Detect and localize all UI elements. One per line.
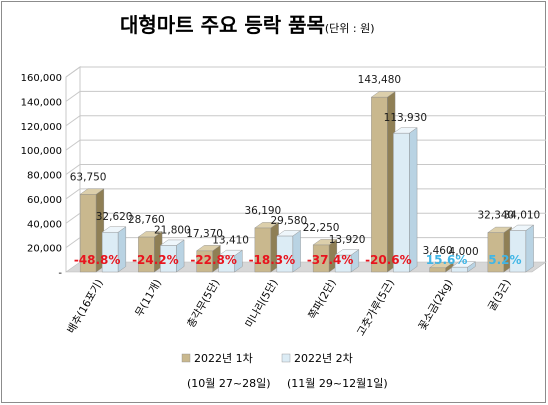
y-tick-label: 20,000 — [27, 244, 62, 255]
bar-series1-top — [312, 239, 338, 246]
bar-series1-top — [429, 262, 454, 268]
y-tick-label: 160,000 — [21, 73, 62, 84]
bar-series1 — [487, 226, 513, 273]
change-label: -48.8% — [74, 253, 121, 267]
legend: 2022년 1차 (10월 27~28일) 2022년 2차 (11월 29~12월1… — [181, 352, 388, 390]
bar-series2-side — [525, 224, 534, 273]
data-label-series1: 36,190 — [245, 205, 282, 217]
bar-series2 — [159, 239, 185, 273]
gridline — [65, 90, 546, 102]
bar-series1-front — [429, 267, 446, 273]
legend-period: (10월 27~28일) — [187, 376, 271, 390]
chart-title-main: 대형마트 주요 등락 품목 — [120, 13, 325, 37]
bar-series2-side — [409, 127, 418, 273]
change-label: -20.6% — [365, 253, 412, 267]
data-label-series1: 143,480 — [358, 74, 401, 86]
bar-series2 — [509, 224, 535, 273]
bar-series2-top — [392, 127, 418, 134]
x-tick-label: 쪽파(2단) — [306, 278, 338, 322]
bars-layer — [79, 91, 535, 273]
legend-label: 2022년 1차 — [194, 352, 253, 365]
bar-series1 — [254, 222, 280, 273]
bar-series2-top — [509, 224, 535, 231]
data-label-series1: 22,250 — [303, 222, 340, 234]
bar-series2 — [101, 226, 127, 273]
data-label-series2: 32,620 — [96, 211, 133, 223]
change-label: -18.3% — [249, 253, 296, 267]
data-label-series1: 32,340 — [478, 210, 515, 222]
legend-period: (11월 29~12월1일) — [287, 376, 388, 390]
legend-label: 2022년 2차 — [294, 352, 353, 365]
gridline — [65, 164, 546, 175]
change-label: -22.8% — [190, 253, 237, 267]
data-label-series2: 34,010 — [504, 210, 541, 222]
legend-swatch — [181, 353, 191, 363]
data-label-series2: 29,580 — [271, 215, 308, 227]
y-tick-label: 80,000 — [27, 171, 62, 182]
y-tick-label: 120,000 — [21, 122, 62, 133]
y-tick-label: 140,000 — [21, 97, 62, 108]
legend-swatch — [281, 353, 291, 363]
gridline — [65, 66, 546, 78]
x-tick-label: 무(11개) — [133, 278, 164, 319]
data-label-series2: 4,000 — [449, 246, 479, 258]
chart-unit: (단위 : 원) — [325, 22, 375, 35]
bar-series2-top — [334, 249, 360, 256]
gridline — [65, 139, 546, 151]
change-label: -24.2% — [132, 253, 179, 267]
y-tick-label: 100,000 — [21, 146, 62, 157]
change-label: 15.6% — [426, 253, 468, 267]
chart-title: 대형마트 주요 등락 품목(단위 : 원) — [120, 13, 375, 37]
change-label: 5.2% — [488, 253, 521, 267]
bar-series1-top — [137, 231, 163, 238]
bar-series1 — [79, 188, 105, 273]
bar-series2 — [451, 261, 476, 273]
bar-series1 — [370, 91, 396, 273]
x-tick-label: 총각무(5단) — [185, 278, 222, 330]
bar-series2 — [392, 127, 418, 273]
data-label-series2: 21,800 — [154, 224, 191, 236]
y-tick-label: 40,000 — [27, 219, 62, 230]
gridline — [65, 188, 546, 200]
bar-series2-top — [218, 249, 243, 256]
bar-series2-top — [451, 261, 476, 268]
bar-series1-top — [196, 245, 221, 252]
y-tick-label: - — [58, 268, 62, 279]
bar-series2 — [276, 230, 302, 273]
change-label: -37.4% — [307, 253, 354, 267]
bar-series2-top — [101, 226, 127, 233]
bar-series2-front — [393, 132, 410, 273]
x-tick-label: 고춧가루(5근) — [355, 278, 397, 339]
data-label-series1: 28,760 — [128, 214, 165, 226]
bar-series1 — [137, 231, 163, 273]
data-label-series2: 13,410 — [212, 235, 249, 247]
x-tick-label: 배추(16포기) — [65, 278, 105, 336]
x-tick-label: 미나리(5단) — [243, 278, 280, 330]
bar-series1 — [429, 261, 454, 273]
data-label-series1: 17,370 — [186, 228, 223, 240]
bar-series2 — [334, 249, 360, 273]
bar-series2-front — [451, 266, 468, 273]
bar-series1-top — [487, 226, 513, 233]
data-label-series2: 113,930 — [384, 112, 427, 124]
bar-series2-top — [276, 230, 302, 237]
data-label-series1: 63,750 — [70, 171, 107, 183]
y-tick-label: 60,000 — [27, 195, 62, 206]
bar-series1-top — [254, 222, 280, 229]
x-tick-label: 꽃소금(2kg) — [417, 278, 456, 333]
bar-series1-top — [79, 188, 105, 195]
bar-series1 — [196, 244, 221, 273]
bar-series2 — [218, 249, 243, 273]
x-tick-label: 굴(3근) — [486, 278, 513, 314]
data-label-series1: 3,460 — [423, 245, 453, 257]
bar-series1-top — [370, 91, 396, 98]
gridline — [65, 115, 546, 127]
bar-series2-top — [159, 239, 185, 246]
data-label-series2: 13,920 — [329, 234, 366, 246]
